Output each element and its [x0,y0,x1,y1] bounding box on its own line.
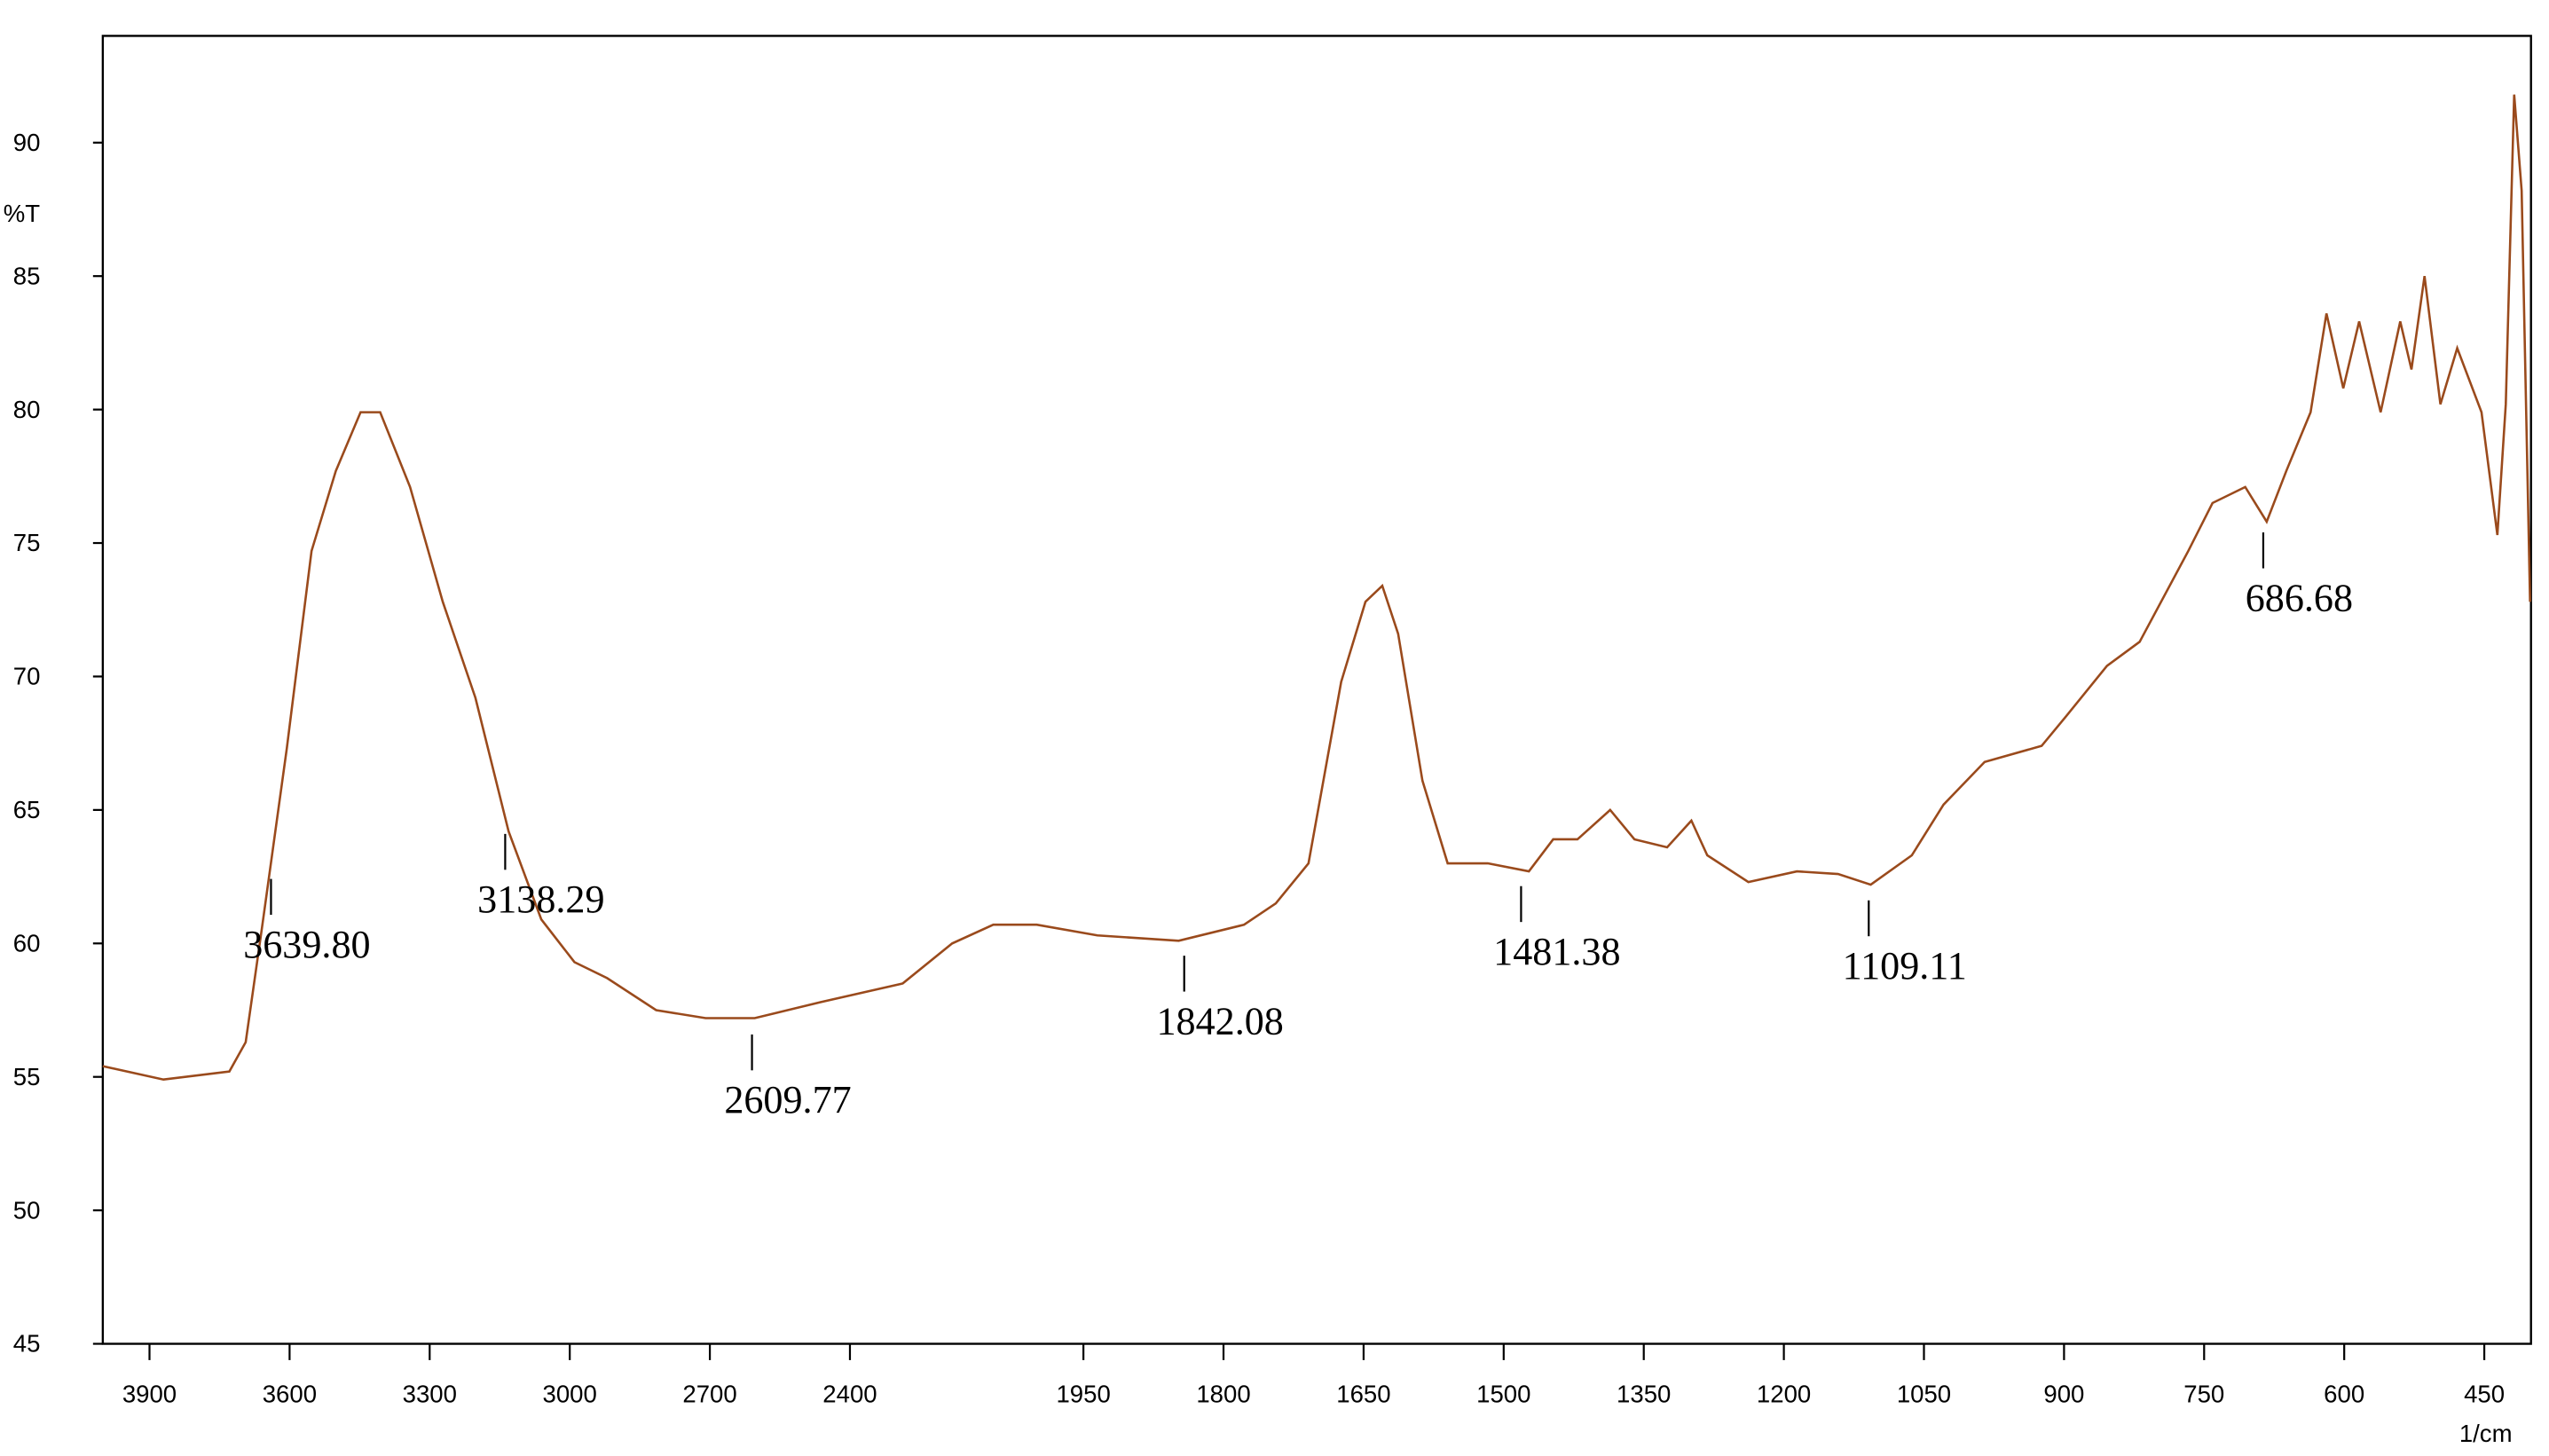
peak-label: 686.68 [2246,576,2353,619]
y-tick-label: 55 [13,1063,41,1090]
x-tick-label: 750 [2183,1381,2224,1408]
peak-label: 1481.38 [1493,930,1620,973]
x-tick-label: 1950 [1056,1381,1110,1408]
x-tick-label: 600 [2324,1381,2364,1408]
x-tick-label: 1800 [1196,1381,1250,1408]
y-tick-label: 65 [13,796,41,823]
peak-label: 3138.29 [477,878,604,921]
plot-frame [101,35,2532,1345]
y-tick-label: 80 [13,396,41,423]
x-tick-label: 3900 [122,1381,177,1408]
x-tick-label: 1650 [1336,1381,1390,1408]
x-axis-label: 1/cm [2459,1420,2513,1447]
x-tick-label: 450 [2464,1381,2505,1408]
peak-label: 3639.80 [243,923,370,966]
x-tick-label: 1500 [1476,1381,1530,1408]
y-tick-label: 85 [13,262,41,289]
x-tick-label: 1050 [1897,1381,1951,1408]
y-tick-label: 90 [13,129,41,156]
y-axis-label: %T [4,200,41,227]
y-tick-label: 45 [13,1330,41,1358]
y-tick-label: 60 [13,929,41,956]
x-tick-label: 3600 [263,1381,317,1408]
x-tick-label: 1350 [1617,1381,1671,1408]
peak-label: 1109.11 [1843,944,1967,988]
x-tick-label: 2400 [822,1381,877,1408]
y-tick-label: 50 [13,1196,41,1224]
x-tick-label: 3300 [403,1381,457,1408]
x-tick-label: 2700 [682,1381,736,1408]
spectrum-line [102,94,2531,1082]
x-tick-label: 3000 [543,1381,597,1408]
y-tick-label: 75 [13,529,41,556]
peak-label: 1842.08 [1156,999,1283,1043]
x-tick-label: 1200 [1757,1381,1811,1408]
y-tick-label: 70 [13,663,41,690]
x-tick-label: 900 [2043,1381,2084,1408]
peak-label: 2609.77 [724,1078,851,1122]
